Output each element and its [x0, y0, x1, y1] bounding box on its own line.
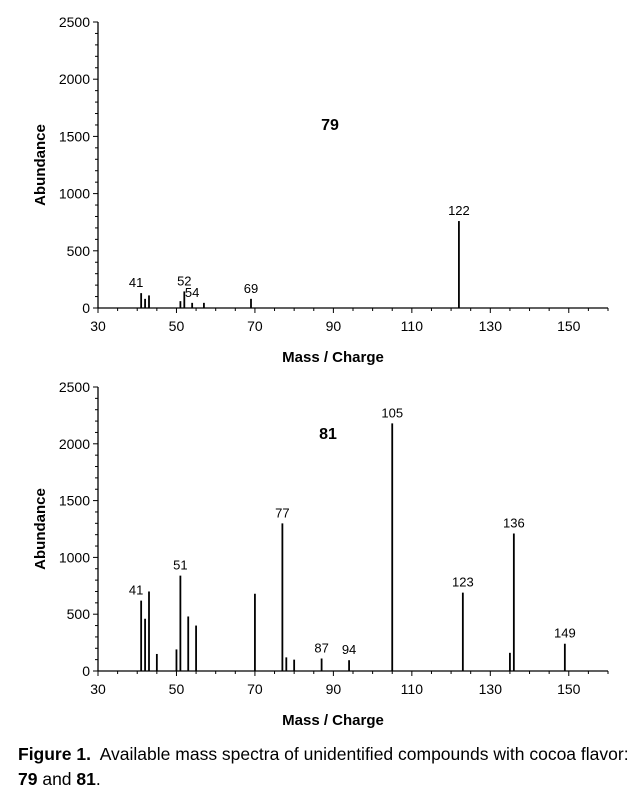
- x-tick-label: 70: [247, 681, 263, 697]
- y-tick-label: 2500: [59, 379, 90, 395]
- caption-compound-79: 79: [18, 769, 38, 789]
- chart-title: 81: [319, 426, 337, 443]
- y-axis-label: Abundance: [32, 124, 49, 206]
- y-tick-label: 2000: [59, 71, 90, 87]
- x-tick-label: 150: [557, 681, 581, 697]
- peak-label: 87: [314, 641, 328, 656]
- peak-label: 41: [129, 583, 143, 598]
- caption-compound-81: 81: [76, 769, 96, 789]
- caption-end: .: [95, 769, 101, 789]
- x-tick-label: 110: [401, 318, 424, 334]
- peak-label: 54: [185, 285, 199, 300]
- y-tick-label: 1000: [59, 186, 90, 202]
- y-tick-label: 2500: [59, 14, 90, 30]
- peak-label: 136: [503, 516, 525, 531]
- y-axis-label: Abundance: [32, 488, 49, 570]
- y-tick-label: 1000: [59, 549, 90, 565]
- peak-label: 69: [244, 281, 258, 296]
- peak-label: 52: [177, 273, 191, 288]
- caption-and: and: [37, 769, 77, 789]
- peak-label: 122: [448, 203, 470, 218]
- figure-caption: Figure 1. Available mass spectra of unid…: [18, 742, 638, 792]
- x-tick-label: 30: [90, 681, 106, 697]
- x-tick-label: 150: [557, 318, 581, 334]
- peak-label: 51: [173, 558, 187, 573]
- peak-label: 77: [275, 505, 289, 520]
- x-tick-label: 70: [247, 318, 263, 334]
- x-tick-label: 30: [90, 318, 106, 334]
- x-tick-label: 130: [479, 681, 503, 697]
- peak-label: 105: [381, 405, 403, 420]
- x-tick-label: 50: [169, 681, 185, 697]
- y-tick-label: 1500: [59, 493, 90, 509]
- peak-label: 149: [554, 626, 576, 641]
- x-tick-label: 130: [479, 318, 503, 334]
- y-tick-label: 0: [82, 300, 90, 316]
- y-tick-label: 0: [82, 663, 90, 679]
- x-tick-label: 90: [326, 681, 342, 697]
- y-tick-label: 500: [67, 243, 91, 259]
- y-tick-label: 2000: [59, 436, 90, 452]
- peak-label: 94: [342, 642, 356, 657]
- x-tick-label: 90: [326, 318, 342, 334]
- x-axis-label: Mass / Charge: [282, 349, 384, 366]
- y-tick-label: 500: [67, 606, 91, 622]
- x-tick-label: 50: [169, 318, 185, 334]
- caption-label: Figure 1.: [18, 744, 91, 764]
- chart-title: 79: [321, 117, 339, 134]
- peak-label: 41: [129, 275, 143, 290]
- x-axis-label: Mass / Charge: [282, 712, 384, 729]
- x-tick-label: 110: [401, 681, 424, 697]
- y-tick-label: 1500: [59, 128, 90, 144]
- caption-text: Available mass spectra of unidentified c…: [90, 744, 634, 764]
- peak-label: 123: [452, 575, 474, 590]
